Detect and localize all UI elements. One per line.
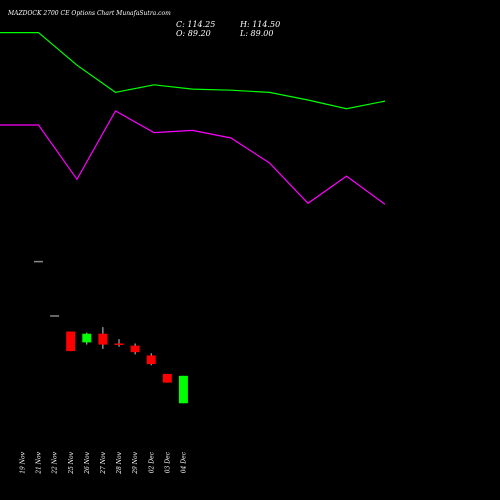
chart-title: MAZDOCK 2700 CE Options Chart MunafaSutr… bbox=[7, 10, 171, 17]
x-tick-label: 25 Nov bbox=[68, 451, 75, 474]
candle-body bbox=[146, 355, 156, 365]
x-tick-label: 22 Nov bbox=[52, 451, 59, 474]
candle-body bbox=[178, 375, 188, 404]
x-tick-label: 28 Nov bbox=[116, 451, 123, 474]
candle-7 bbox=[146, 353, 156, 366]
candle-8 bbox=[162, 373, 172, 383]
candle-5 bbox=[114, 339, 124, 347]
x-tick-label: 27 Nov bbox=[100, 451, 107, 474]
x-axis-tick-labels: 19 Nov 21 Nov 22 Nov 25 Nov 26 Nov 27 Nov 28 N… bbox=[20, 451, 188, 474]
candle-body bbox=[130, 345, 140, 353]
x-tick-label: 21 Nov bbox=[36, 451, 43, 474]
series-line-1 bbox=[0, 110, 386, 205]
x-tick-label: 04 Dec bbox=[181, 451, 188, 473]
candle-4 bbox=[98, 327, 108, 349]
x-tick-label: 19 Nov bbox=[20, 451, 27, 473]
candle-body bbox=[114, 343, 124, 345]
candle-1 bbox=[50, 315, 60, 317]
moving-average-lines bbox=[0, 31, 386, 205]
close-value: C: 114.25 bbox=[176, 20, 215, 29]
candle-3 bbox=[82, 332, 92, 345]
x-tick-label: 03 Dec bbox=[164, 451, 171, 473]
series-line-0 bbox=[0, 31, 386, 110]
candle-6 bbox=[130, 343, 140, 355]
candle-9 bbox=[178, 375, 188, 404]
x-tick-label: 29 Nov bbox=[132, 451, 139, 474]
candle-body bbox=[82, 333, 92, 343]
low-value: L: 89.00 bbox=[239, 29, 273, 38]
candle-body bbox=[50, 315, 60, 317]
candle-body bbox=[162, 373, 172, 383]
candle-0 bbox=[34, 260, 43, 263]
open-value: O: 89.20 bbox=[176, 29, 211, 38]
candle-body bbox=[98, 333, 108, 345]
high-value: H: 114.50 bbox=[239, 20, 280, 29]
candle-body bbox=[66, 331, 76, 352]
x-tick-label: 02 Dec bbox=[148, 451, 155, 473]
candle-body bbox=[34, 260, 43, 263]
x-tick-label: 26 Nov bbox=[84, 451, 91, 474]
candle-2 bbox=[66, 331, 76, 352]
candles bbox=[34, 260, 188, 404]
